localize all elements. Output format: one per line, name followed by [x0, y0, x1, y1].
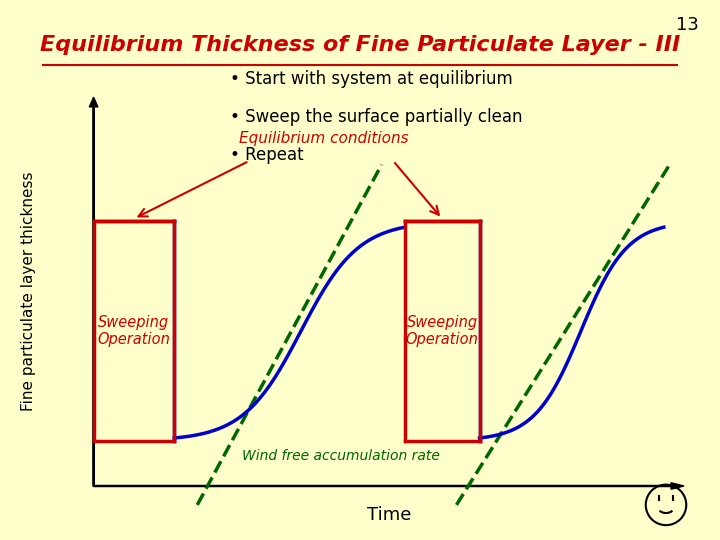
Text: • Repeat: • Repeat: [230, 146, 304, 164]
Text: Equilibrium conditions: Equilibrium conditions: [239, 131, 409, 146]
Text: • Sweep the surface partially clean: • Sweep the surface partially clean: [230, 108, 523, 126]
Text: Sweeping
Operation: Sweeping Operation: [97, 315, 171, 347]
Text: Fine particulate layer thickness: Fine particulate layer thickness: [22, 172, 36, 411]
Text: Sweeping
Operation: Sweeping Operation: [405, 315, 479, 347]
Text: Wind free accumulation rate: Wind free accumulation rate: [243, 449, 440, 463]
Text: 13: 13: [675, 16, 698, 34]
Text: Time: Time: [366, 506, 411, 524]
Text: Equilibrium Thickness of Fine Particulate Layer - III: Equilibrium Thickness of Fine Particulat…: [40, 35, 680, 55]
Text: • Start with system at equilibrium: • Start with system at equilibrium: [230, 70, 513, 88]
